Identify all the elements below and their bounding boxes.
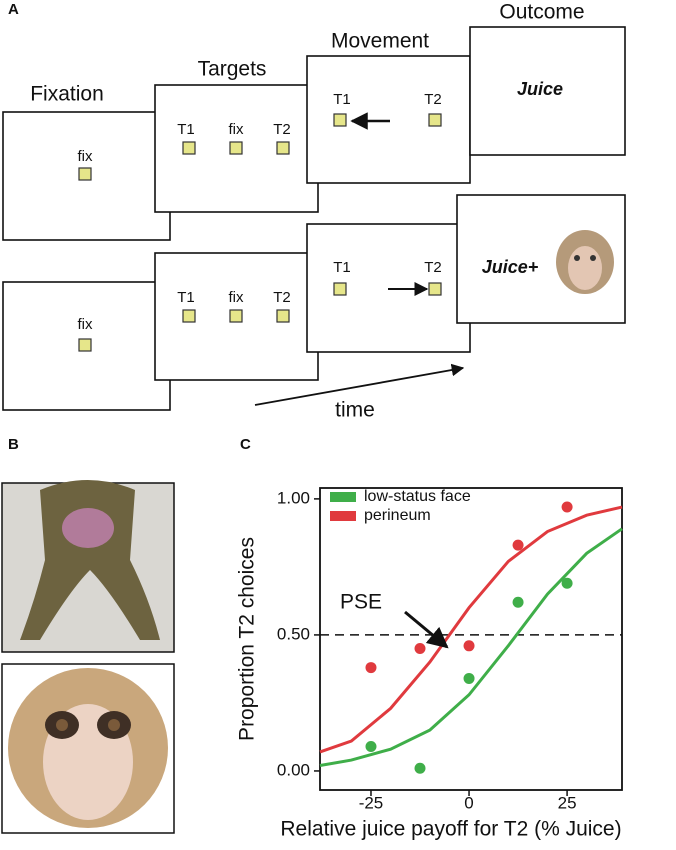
stage-title: Fixation (30, 83, 104, 106)
data-point (365, 662, 377, 674)
annotation-arrow (404, 610, 449, 649)
legend-label: low-status face (364, 488, 471, 505)
target (229, 141, 243, 155)
target-label: T1 (333, 91, 351, 108)
target-label: T2 (273, 289, 291, 306)
stage-title: Movement (331, 30, 429, 53)
annotation: PSE (340, 591, 382, 614)
data-point (414, 643, 426, 655)
panel-c: C (240, 436, 251, 453)
outcome-label: Juice (517, 79, 563, 99)
target-label: T1 (177, 121, 195, 138)
target-label: fix (229, 121, 245, 138)
target (428, 282, 442, 296)
y-tick-label: 0.00 (277, 760, 310, 779)
legend-swatch (330, 511, 356, 521)
panel-a: A Fixation Targets Movement Outcome fix … (2, 1, 626, 422)
time-arrow (254, 363, 465, 406)
target (276, 309, 290, 323)
legend-label: perineum (364, 507, 431, 524)
photo-perineum (1, 480, 175, 653)
target-label: T2 (424, 91, 442, 108)
x-tick-label: 25 (558, 793, 577, 812)
panel-label: C (240, 436, 251, 453)
target-label: T1 (333, 259, 351, 276)
outcome-label: Juice+ (482, 257, 539, 277)
y-tick-label: 0.50 (277, 624, 310, 643)
legend-swatch (330, 492, 356, 502)
target (182, 309, 196, 323)
screen (469, 26, 626, 156)
y-tick-label: 1.00 (277, 488, 310, 507)
data-point (463, 640, 475, 652)
plot-frame (319, 487, 623, 791)
data-point (414, 762, 426, 774)
data-point (561, 577, 573, 589)
data-point (463, 672, 475, 684)
target (428, 113, 442, 127)
fix-label: fix (78, 316, 94, 333)
y-axis-label: Proportion T2 choices (236, 537, 259, 741)
time-label: time (335, 399, 375, 422)
data-point (512, 539, 524, 551)
target (78, 167, 92, 181)
data-point (365, 740, 377, 752)
panel-label: A (8, 1, 19, 18)
fix-label: fix (78, 148, 94, 165)
target-label: T1 (177, 289, 195, 306)
target (333, 113, 347, 127)
target (78, 338, 92, 352)
data-point (561, 501, 573, 513)
fit-curve (319, 505, 623, 754)
target (333, 282, 347, 296)
x-tick-label: 0 (464, 793, 473, 812)
panel-b: B (1, 436, 175, 834)
photo-face (1, 663, 175, 834)
panel-label: B (8, 436, 19, 453)
target-label: T2 (273, 121, 291, 138)
data-point (512, 596, 524, 608)
target (276, 141, 290, 155)
target-label: fix (229, 289, 245, 306)
screen (306, 55, 471, 184)
x-axis-label: Relative juice payoff for T2 (% Juice) (280, 818, 621, 841)
target (229, 309, 243, 323)
target-label: T2 (424, 259, 442, 276)
x-tick-label: -25 (359, 793, 384, 812)
stage-title: Outcome (499, 1, 584, 24)
fit-curve (319, 527, 623, 767)
face-thumbnail (556, 230, 614, 294)
stage-title: Targets (198, 58, 267, 81)
target (182, 141, 196, 155)
